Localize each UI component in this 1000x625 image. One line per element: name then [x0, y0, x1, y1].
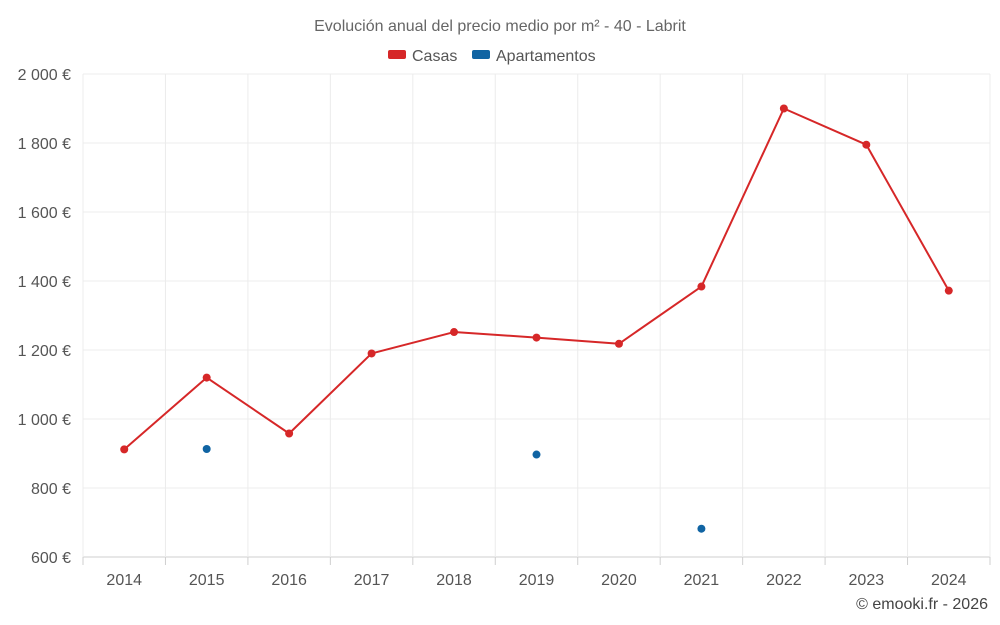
data-point-casas-2020[interactable] [614, 339, 623, 348]
x-tick-label-2014: 2014 [106, 572, 142, 589]
credit-text: © emooki.fr - 2026 [856, 596, 988, 613]
x-tick-label-2017: 2017 [354, 572, 390, 589]
legend-swatch-apartamentos [472, 50, 490, 59]
y-tick-label: 800 € [31, 481, 71, 498]
x-tick-label-2019: 2019 [519, 572, 555, 589]
chart-title: Evolución anual del precio medio por m² … [314, 18, 686, 35]
legend-item-apartamentos[interactable]: Apartamentos [472, 48, 596, 65]
legend-item-casas[interactable]: Casas [388, 48, 457, 65]
y-tick-label: 2 000 € [18, 67, 71, 84]
data-point-casas-2015[interactable] [202, 373, 211, 382]
data-point-apartamentos-2021[interactable] [697, 524, 706, 533]
legend-swatch-casas [388, 50, 406, 59]
data-point-casas-2023[interactable] [862, 140, 871, 149]
y-tick-label: 1 600 € [18, 205, 71, 222]
x-tick-label-2016: 2016 [271, 572, 307, 589]
x-gridlines [82, 74, 991, 557]
y-tick-label: 1 400 € [18, 274, 71, 291]
x-tick-label-2015: 2015 [189, 572, 225, 589]
data-point-casas-2014[interactable] [120, 445, 129, 454]
x-tick-label-2021: 2021 [684, 572, 720, 589]
data-point-casas-2021[interactable] [697, 282, 706, 291]
plot-area [120, 104, 953, 533]
y-tick-label: 1 800 € [18, 136, 71, 153]
data-point-casas-2024[interactable] [944, 286, 953, 295]
data-point-apartamentos-2019[interactable] [532, 450, 541, 459]
series-casas [120, 104, 953, 454]
x-tick-label-2023: 2023 [849, 572, 885, 589]
x-tick-label-2024: 2024 [931, 572, 967, 589]
legend-label-casas: Casas [412, 48, 457, 65]
x-tick-label-2020: 2020 [601, 572, 637, 589]
y-tick-label: 1 200 € [18, 343, 71, 360]
legend-label-apartamentos: Apartamentos [496, 48, 596, 65]
x-tick-label-2018: 2018 [436, 572, 472, 589]
y-gridlines [83, 73, 990, 558]
data-point-casas-2017[interactable] [367, 349, 376, 358]
legend: Casas Apartamentos [388, 48, 596, 65]
data-point-casas-2019[interactable] [532, 333, 541, 342]
y-tick-label: 1 000 € [18, 412, 71, 429]
y-axis: 600 € 800 € 1 000 € 1 200 € 1 400 € 1 600 € 1 … [18, 67, 71, 567]
y-tick-label: 600 € [31, 550, 71, 567]
data-point-casas-2018[interactable] [450, 328, 459, 337]
data-point-apartamentos-2015[interactable] [202, 445, 211, 454]
data-point-casas-2016[interactable] [285, 429, 294, 438]
x-axis: 2014 2015 2016 2017 2018 2019 2020 2021 2022 2023… [82, 557, 991, 589]
data-point-casas-2022[interactable] [779, 104, 788, 113]
x-tick-label-2022: 2022 [766, 572, 802, 589]
series-apartamentos [202, 445, 706, 533]
